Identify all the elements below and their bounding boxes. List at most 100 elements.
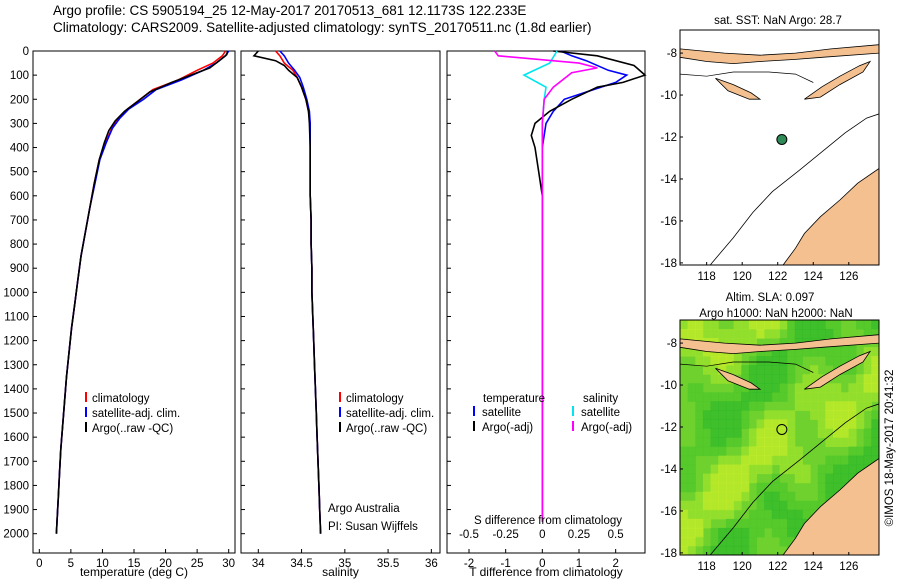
sla-cell bbox=[687, 383, 696, 393]
sla-cell bbox=[810, 365, 819, 375]
sla-cell bbox=[771, 347, 780, 357]
x-tick-label: 15 bbox=[128, 558, 141, 570]
sla-cell bbox=[779, 500, 788, 511]
sla-cell bbox=[848, 365, 857, 375]
sst-map-frame bbox=[679, 29, 880, 266]
sla-cell bbox=[733, 527, 742, 538]
map-y-tick-label: -12 bbox=[660, 132, 677, 144]
sla-cell bbox=[710, 419, 719, 429]
sla-cell bbox=[695, 446, 704, 457]
sla-cell bbox=[787, 536, 796, 547]
sla-cell bbox=[725, 410, 735, 420]
sla-cell bbox=[695, 419, 704, 429]
map-y-tick-label: -14 bbox=[660, 464, 677, 476]
sla-cell bbox=[764, 491, 773, 502]
sla-cell bbox=[725, 392, 735, 402]
sla-cell bbox=[710, 356, 719, 366]
sla-cell bbox=[695, 401, 704, 411]
sla-cell bbox=[741, 536, 750, 547]
sla-cell bbox=[825, 347, 834, 357]
sla-cell bbox=[687, 536, 696, 547]
sla-cell bbox=[863, 446, 872, 457]
sla-cell bbox=[687, 464, 696, 475]
map-y-tick-label: -10 bbox=[660, 90, 677, 102]
sla-cell bbox=[725, 482, 735, 493]
land-mass bbox=[680, 334, 879, 355]
sla-cell bbox=[756, 365, 765, 375]
sla-cell bbox=[871, 356, 879, 366]
map-y-tick-label: -16 bbox=[660, 506, 677, 518]
sla-cell bbox=[741, 491, 750, 502]
sla-cell bbox=[764, 383, 773, 393]
sla-cell bbox=[817, 320, 826, 330]
sla-map-title: Altim. SLA: 0.097 bbox=[726, 292, 815, 304]
sla-cell bbox=[718, 446, 727, 457]
sla-map-subtitle: Argo h1000: NaN h2000: NaN bbox=[699, 308, 852, 320]
sla-cell bbox=[710, 446, 719, 457]
legend-label: climatology bbox=[92, 393, 150, 405]
sla-cell bbox=[725, 536, 735, 547]
x-tick-label: 5 bbox=[68, 558, 74, 570]
sla-cell bbox=[794, 392, 803, 402]
sla-cell bbox=[787, 410, 796, 420]
sla-cell bbox=[856, 374, 865, 384]
sla-cell bbox=[733, 536, 742, 547]
sla-cell bbox=[856, 401, 865, 411]
sla-cell bbox=[756, 401, 765, 411]
sla-cell bbox=[764, 329, 773, 339]
x-tick-label: -2 bbox=[464, 558, 474, 570]
sla-cell bbox=[695, 329, 704, 339]
sla-cell bbox=[687, 527, 696, 538]
legend-label: satellite bbox=[581, 407, 620, 419]
series-line bbox=[252, 50, 322, 534]
sla-cell bbox=[748, 536, 758, 547]
sla-cell bbox=[771, 437, 780, 448]
sla-cell bbox=[748, 320, 758, 330]
sla-cell bbox=[802, 473, 811, 484]
y-tick-label: 1800 bbox=[3, 480, 29, 492]
sla-cell bbox=[741, 455, 750, 466]
sla-cell bbox=[725, 518, 735, 529]
sla-cell bbox=[725, 437, 735, 448]
y-tick-label: 900 bbox=[10, 263, 29, 275]
map-x-tick-label: 120 bbox=[733, 561, 752, 573]
sla-cell bbox=[871, 347, 879, 357]
land-mass bbox=[715, 77, 762, 100]
sla-cell bbox=[817, 401, 826, 411]
x-tick-label: 34.5 bbox=[290, 558, 312, 570]
sla-cell bbox=[856, 320, 865, 330]
sla-cell bbox=[710, 482, 719, 493]
sla-cell bbox=[725, 401, 735, 411]
sla-cell bbox=[718, 410, 727, 420]
sla-cell bbox=[764, 410, 773, 420]
sla-cell bbox=[710, 536, 719, 547]
sla-cell bbox=[848, 419, 857, 429]
sla-cell bbox=[687, 518, 696, 529]
y-tick-label: 1200 bbox=[3, 336, 29, 348]
sla-cell bbox=[756, 464, 765, 475]
map-y-tick-label: -14 bbox=[660, 174, 677, 186]
sla-cell bbox=[779, 446, 788, 457]
sla-cell bbox=[856, 464, 865, 475]
sla-cell bbox=[871, 437, 879, 448]
map-y-tick-label: -18 bbox=[660, 258, 677, 270]
sla-cell bbox=[733, 401, 742, 411]
sla-cell bbox=[741, 518, 750, 529]
sla-cell bbox=[840, 356, 849, 366]
sla-cell bbox=[825, 419, 834, 429]
sla-cell bbox=[710, 392, 719, 402]
sla-cell bbox=[779, 482, 788, 493]
sla-cell bbox=[680, 527, 689, 538]
sla-cell bbox=[787, 374, 796, 384]
sla-cell bbox=[840, 437, 849, 448]
sla-cell bbox=[848, 455, 857, 466]
sla-cell bbox=[741, 545, 750, 555]
series-line bbox=[522, 50, 558, 522]
sla-cell bbox=[802, 401, 811, 411]
sla-cell bbox=[702, 365, 712, 375]
sla-cell bbox=[794, 518, 803, 529]
sla-cell bbox=[748, 356, 758, 366]
sla-cell bbox=[863, 347, 872, 357]
sla-cell bbox=[702, 410, 712, 420]
sla-cell bbox=[725, 428, 735, 438]
